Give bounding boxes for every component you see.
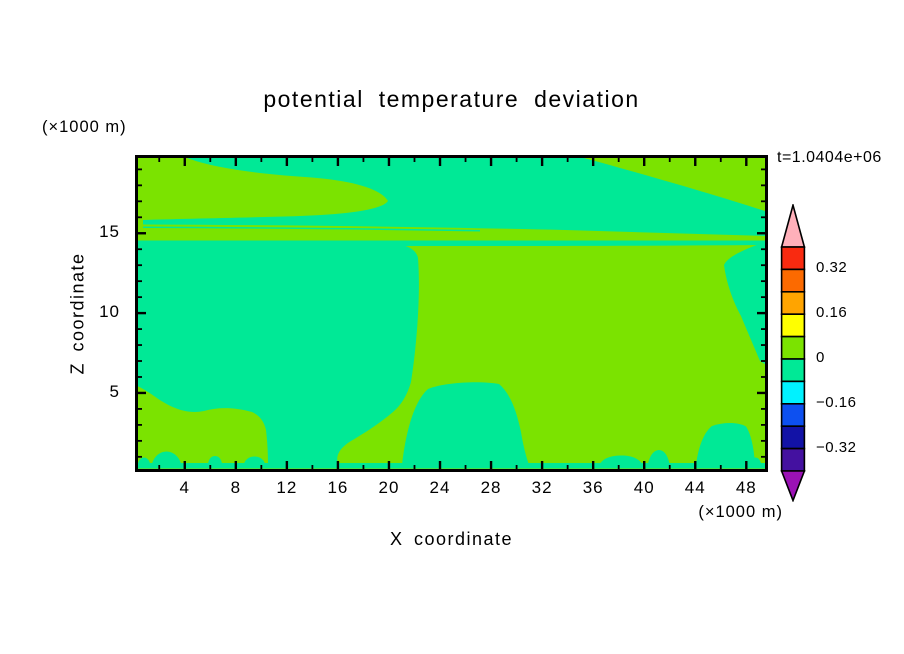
colorbar-arrow-top [780, 202, 806, 248]
x-tick-label-48: 48 [735, 478, 757, 497]
colorbar-arrow-bottom [780, 470, 806, 503]
contour-region-right-surface-dome [696, 423, 755, 465]
x-tick-label-12: 12 [276, 478, 298, 497]
colorbar-segment-8 [780, 425, 806, 450]
contour-region-upper-band [143, 155, 768, 236]
colorbar-label-0: 0 [816, 349, 825, 366]
contour-region-ground-bump-2 [152, 451, 181, 464]
contour-region-right-wall-strip [724, 241, 768, 366]
x-tick-label-16: 16 [327, 478, 349, 497]
contour-region-ground-bump-3 [208, 456, 222, 464]
colorbar-segment-3 [780, 313, 806, 338]
colorbar-segment-7 [780, 403, 806, 428]
contour-region-ground-bump-5 [600, 455, 642, 464]
plot-border [135, 155, 768, 472]
colorbar-label-0.16: 0.16 [816, 304, 848, 322]
y-tick-label-10: 10 [99, 302, 120, 322]
y-axis-title: Z coordinate [67, 252, 88, 375]
colorbar-segment-5 [780, 358, 806, 383]
y-axis-unit-label: (×1000 m) [42, 118, 127, 136]
x-tick-label-4: 4 [179, 478, 190, 497]
colorbar-segment-0 [780, 246, 806, 271]
colorbar-segment-6 [780, 380, 806, 405]
colorbar-label-0.32: 0.32 [816, 259, 848, 277]
colorbar-value-labels: 0.32 0.16 0 −0.16 −0.32 [812, 204, 882, 502]
y-tick-label-15: 15 [99, 222, 120, 242]
colorbar-segment-4 [780, 335, 806, 360]
time-stamp-label: t=1.0404e+06 [777, 149, 882, 166]
colorbar [780, 202, 806, 503]
x-axis-unit-label: (×1000 m) [698, 503, 783, 521]
y-axis-tick-labels: 5 10 15 [88, 155, 126, 472]
contour-region-stripe-filament [143, 226, 480, 232]
x-tick-label-24: 24 [429, 478, 451, 497]
contour-region-ground-bump-6 [648, 450, 670, 464]
contour-region-left-mid-blob [135, 241, 419, 463]
negative-contour-regions [135, 155, 768, 469]
contour-region-ground-bump-7 [750, 457, 761, 464]
contour-field-canvas [135, 155, 768, 472]
x-axis-tick-labels: 4 8 12 16 20 24 28 32 36 40 44 48 [135, 478, 768, 500]
x-tick-label-40: 40 [633, 478, 655, 497]
colorbar-segment-1 [780, 268, 806, 293]
plot-title: potential temperature deviation [263, 86, 640, 112]
contour-region-center-surface-dome [402, 382, 529, 465]
contour-region-ground-bump-4 [244, 456, 265, 464]
colorbar-label-−0.16: −0.16 [816, 393, 857, 411]
y-tick-label-5: 5 [109, 381, 120, 401]
x-tick-label-44: 44 [684, 478, 706, 497]
contour-region-ground-layer [135, 463, 768, 469]
colorbar-segment-2 [780, 291, 806, 316]
x-tick-label-20: 20 [378, 478, 400, 497]
x-axis-title: X coordinate [389, 529, 514, 549]
x-tick-label-32: 32 [531, 478, 553, 497]
x-tick-label-8: 8 [230, 478, 242, 497]
colorbar-label-−0.32: −0.32 [816, 438, 857, 456]
colorbar-segment-9 [780, 447, 806, 472]
x-tick-label-28: 28 [480, 478, 502, 497]
plot-area [135, 155, 768, 472]
x-tick-label-36: 36 [582, 478, 604, 497]
contour-region-ground-bump-1 [138, 457, 150, 464]
colorbar-canvas [780, 202, 806, 503]
